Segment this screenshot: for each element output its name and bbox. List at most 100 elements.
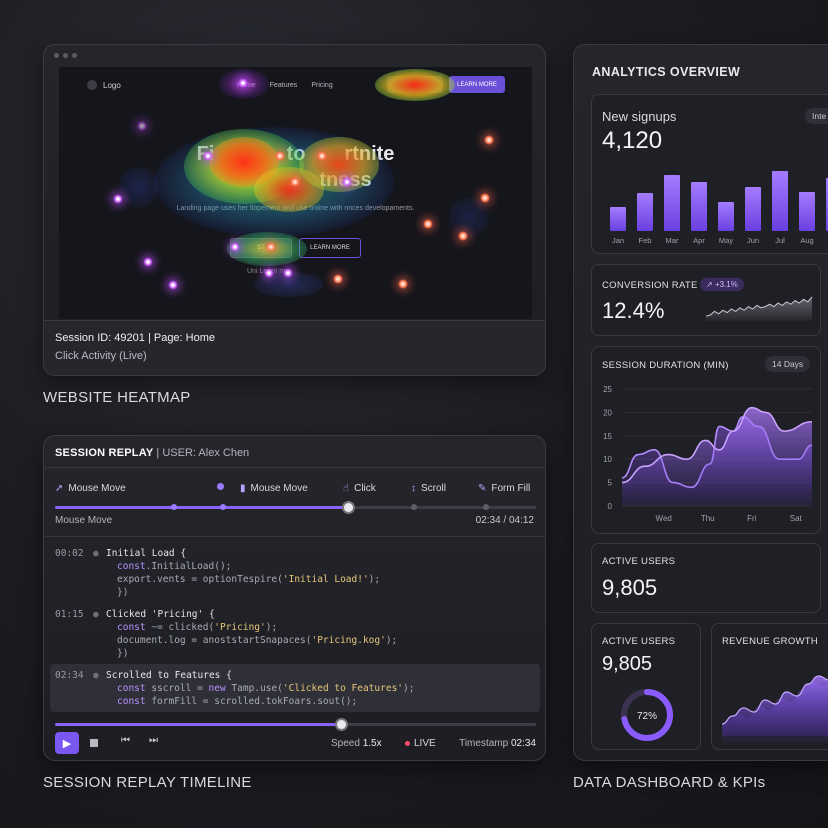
- speed-control[interactable]: Speed 1.5x: [331, 738, 382, 749]
- event-legend: ➚ Mouse Move ▮ Mouse Move ☝ Click ↕ Scroll ✎…: [55, 483, 536, 497]
- signups-card[interactable]: New signups 4,120 Inte Jan Feb Mar Apr May Ju…: [591, 94, 828, 254]
- session-duration-chart: 0 5 10 15 20 25 Wed Thu Fri Sat: [603, 385, 813, 523]
- dashboard-caption: DATA DASHBOARD & KPIs: [573, 774, 766, 791]
- click-point: [317, 151, 327, 161]
- duration-range-pill[interactable]: 14 Days: [765, 356, 811, 372]
- conversion-sparkline: [705, 296, 813, 321]
- signups-x-tick: Jun: [747, 236, 759, 245]
- window-controls[interactable]: [54, 53, 77, 58]
- signups-value: 4,120: [602, 127, 663, 154]
- signups-bar-chart: JanFebMarAprMayJunJulAugS: [610, 171, 828, 245]
- time-readout: 02:34 / 04:12: [475, 515, 534, 526]
- heatmap-window: Logo Home Features Pricing LEARN MORE Fi…: [43, 44, 546, 376]
- duration-y-tick: 25: [603, 385, 612, 394]
- click-activity-text: Click Activity (Live): [55, 350, 147, 362]
- heat-zone: [449, 197, 489, 237]
- skip-back-button[interactable]: ⏮: [121, 735, 130, 746]
- click-point: [113, 194, 123, 204]
- replay-header: SESSION REPLAY | USER: Alex Chen: [55, 447, 250, 459]
- conversion-line: [705, 296, 813, 317]
- revenue-line: [722, 675, 828, 725]
- skip-forward-button[interactable]: ⏭: [149, 735, 158, 746]
- site-hero-learn-more-button[interactable]: LEARN MORE: [299, 238, 361, 258]
- revenue-growth-card[interactable]: REVENUE GROWTH: [711, 623, 828, 750]
- event-dot-icon: [217, 483, 224, 490]
- trend-up-icon: ↗: [706, 280, 713, 289]
- active-users-ring-label: ACTIVE USERS: [602, 636, 676, 647]
- playback-track[interactable]: [55, 718, 536, 731]
- mouse-move-icon: ➚: [55, 483, 64, 494]
- signups-bar: [691, 182, 707, 231]
- play-button[interactable]: ▶: [55, 732, 79, 754]
- dashboard-title: ANALYTICS OVERVIEW: [592, 65, 741, 79]
- timeline-event-dot[interactable]: [171, 504, 177, 510]
- active-users-ring-card[interactable]: ACTIVE USERS 9,805 72%: [591, 623, 701, 750]
- timeline-scrubber[interactable]: [342, 501, 355, 514]
- live-indicator: LIVE: [405, 738, 436, 749]
- stop-button[interactable]: [90, 739, 98, 747]
- click-point: [168, 280, 178, 290]
- timeline-event-dot[interactable]: [220, 504, 226, 510]
- timeline-event-dot[interactable]: [411, 504, 417, 510]
- signups-bar: [799, 192, 815, 231]
- conversion-delta-badge: ↗ +3.1%: [700, 278, 744, 291]
- event-mouse-move[interactable]: ➚ Mouse Move: [55, 483, 126, 494]
- click-point: [458, 231, 468, 241]
- skip-back-icon: ⏮: [121, 735, 130, 746]
- signups-bar: [637, 193, 653, 231]
- event-scroll[interactable]: ↕ Scroll: [411, 483, 447, 494]
- revenue-growth-chart: [722, 675, 828, 742]
- track-label: Mouse Move: [55, 515, 113, 526]
- click-point: [137, 121, 147, 131]
- session-duration-card[interactable]: SESSION DURATION (MIN) 14 Days 0 5 10 15 20 2…: [591, 346, 821, 534]
- duration-y-tick: 20: [603, 408, 612, 417]
- signups-x-tick: Apr: [693, 236, 705, 245]
- revenue-area: [722, 676, 828, 736]
- conversion-card[interactable]: CONVERSION RATE ↗ +3.1% 12.4%: [591, 264, 821, 336]
- playback-scrubber[interactable]: [335, 718, 349, 731]
- duration-y-tick: 10: [603, 455, 612, 464]
- signups-x-tick: Mar: [666, 236, 679, 245]
- conversion-value: 12.4%: [602, 298, 665, 323]
- session-duration-label: SESSION DURATION (MIN): [602, 360, 729, 371]
- duration-x-tick: Fri: [747, 514, 757, 523]
- log-entry-active[interactable]: 02:34 ● Scrolled to Features { const sscro…: [50, 664, 540, 712]
- site-learn-more-button[interactable]: LEARN MORE: [449, 76, 505, 93]
- site-secondary-button[interactable]: [387, 76, 443, 93]
- divider: [44, 467, 545, 468]
- dashboard-panel: ANALYTICS OVERVIEW New signups 4,120 Int…: [573, 44, 828, 761]
- nav-features[interactable]: Features: [269, 82, 298, 89]
- event-mouse-move-2[interactable]: ▮ Mouse Move: [240, 483, 308, 494]
- signups-x-tick: May: [719, 236, 733, 245]
- timeline-event-dot[interactable]: [483, 504, 489, 510]
- active-users-card[interactable]: ACTIVE USERS 9,805: [591, 543, 821, 613]
- event-timeline-track[interactable]: [55, 501, 536, 514]
- signups-filter-pill[interactable]: Inte: [805, 108, 828, 124]
- click-point: [143, 257, 153, 267]
- event-click[interactable]: ☝ Click: [343, 483, 376, 494]
- signups-bar: [718, 202, 734, 231]
- log-entry[interactable]: 01:15 ● Clicked 'Pricing' { const ~= click…: [55, 609, 398, 659]
- signups-x-tick: Aug: [800, 236, 813, 245]
- replay-user: USER: Alex Chen: [162, 447, 250, 459]
- site-logo[interactable]: Logo: [87, 80, 121, 90]
- conversion-label: CONVERSION RATE: [602, 280, 698, 291]
- signups-bar: [610, 207, 626, 231]
- revenue-growth-label: REVENUE GROWTH: [722, 636, 819, 647]
- click-point: [398, 279, 408, 289]
- log-entry[interactable]: 00:02 ● Initial Load { const.InitialLoad()…: [55, 548, 381, 598]
- session-id-text: Session ID: 49201 | Page: Home: [55, 332, 216, 344]
- session-info-bar: Session ID: 49201 | Page: Home Click Act…: [44, 320, 545, 375]
- form-fill-icon: ✎: [478, 483, 487, 494]
- event-form-fill[interactable]: ✎ Form Fill: [478, 483, 531, 494]
- click-point: [203, 151, 213, 161]
- duration-x-tick: Sat: [790, 514, 803, 523]
- event-timeline-progress: [55, 506, 349, 509]
- duration-series-line: [621, 406, 813, 484]
- skip-forward-icon: ⏭: [149, 735, 158, 746]
- click-point: [275, 151, 285, 161]
- click-icon: ☝: [343, 483, 350, 494]
- ring-percent-label: 72%: [637, 711, 657, 722]
- click-point: [283, 268, 293, 278]
- nav-pricing[interactable]: Pricing: [311, 82, 333, 89]
